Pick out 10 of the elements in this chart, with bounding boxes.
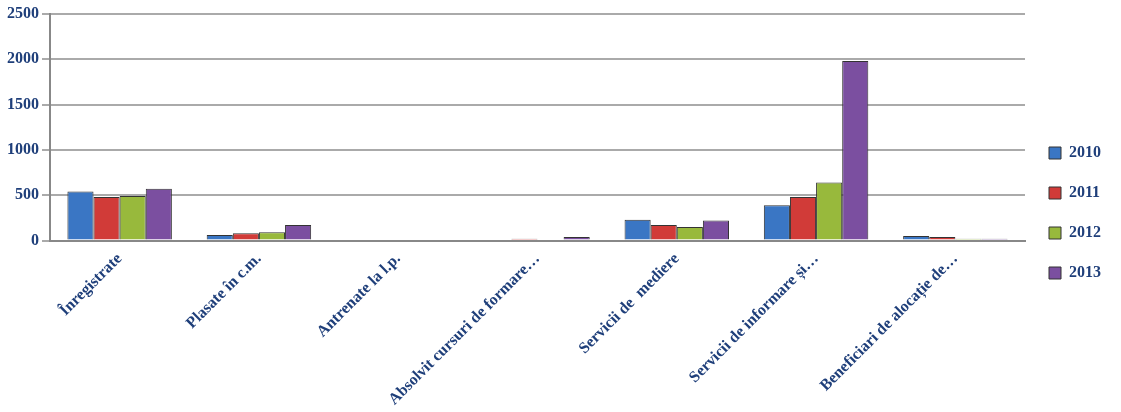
y-tick-label: 1000	[7, 140, 39, 158]
y-tick-label: 1500	[7, 94, 39, 112]
y-tick-label: 500	[15, 185, 39, 203]
y-tick-label: 2500	[7, 4, 39, 22]
y-tick-label: 0	[31, 230, 39, 248]
legend-label: 2012	[1069, 223, 1101, 241]
legend-label: 2011	[1069, 183, 1101, 201]
legend-label: 2013	[1069, 263, 1101, 281]
y-tick-label: 2000	[7, 49, 39, 67]
legend-label: 2010	[1069, 143, 1101, 161]
